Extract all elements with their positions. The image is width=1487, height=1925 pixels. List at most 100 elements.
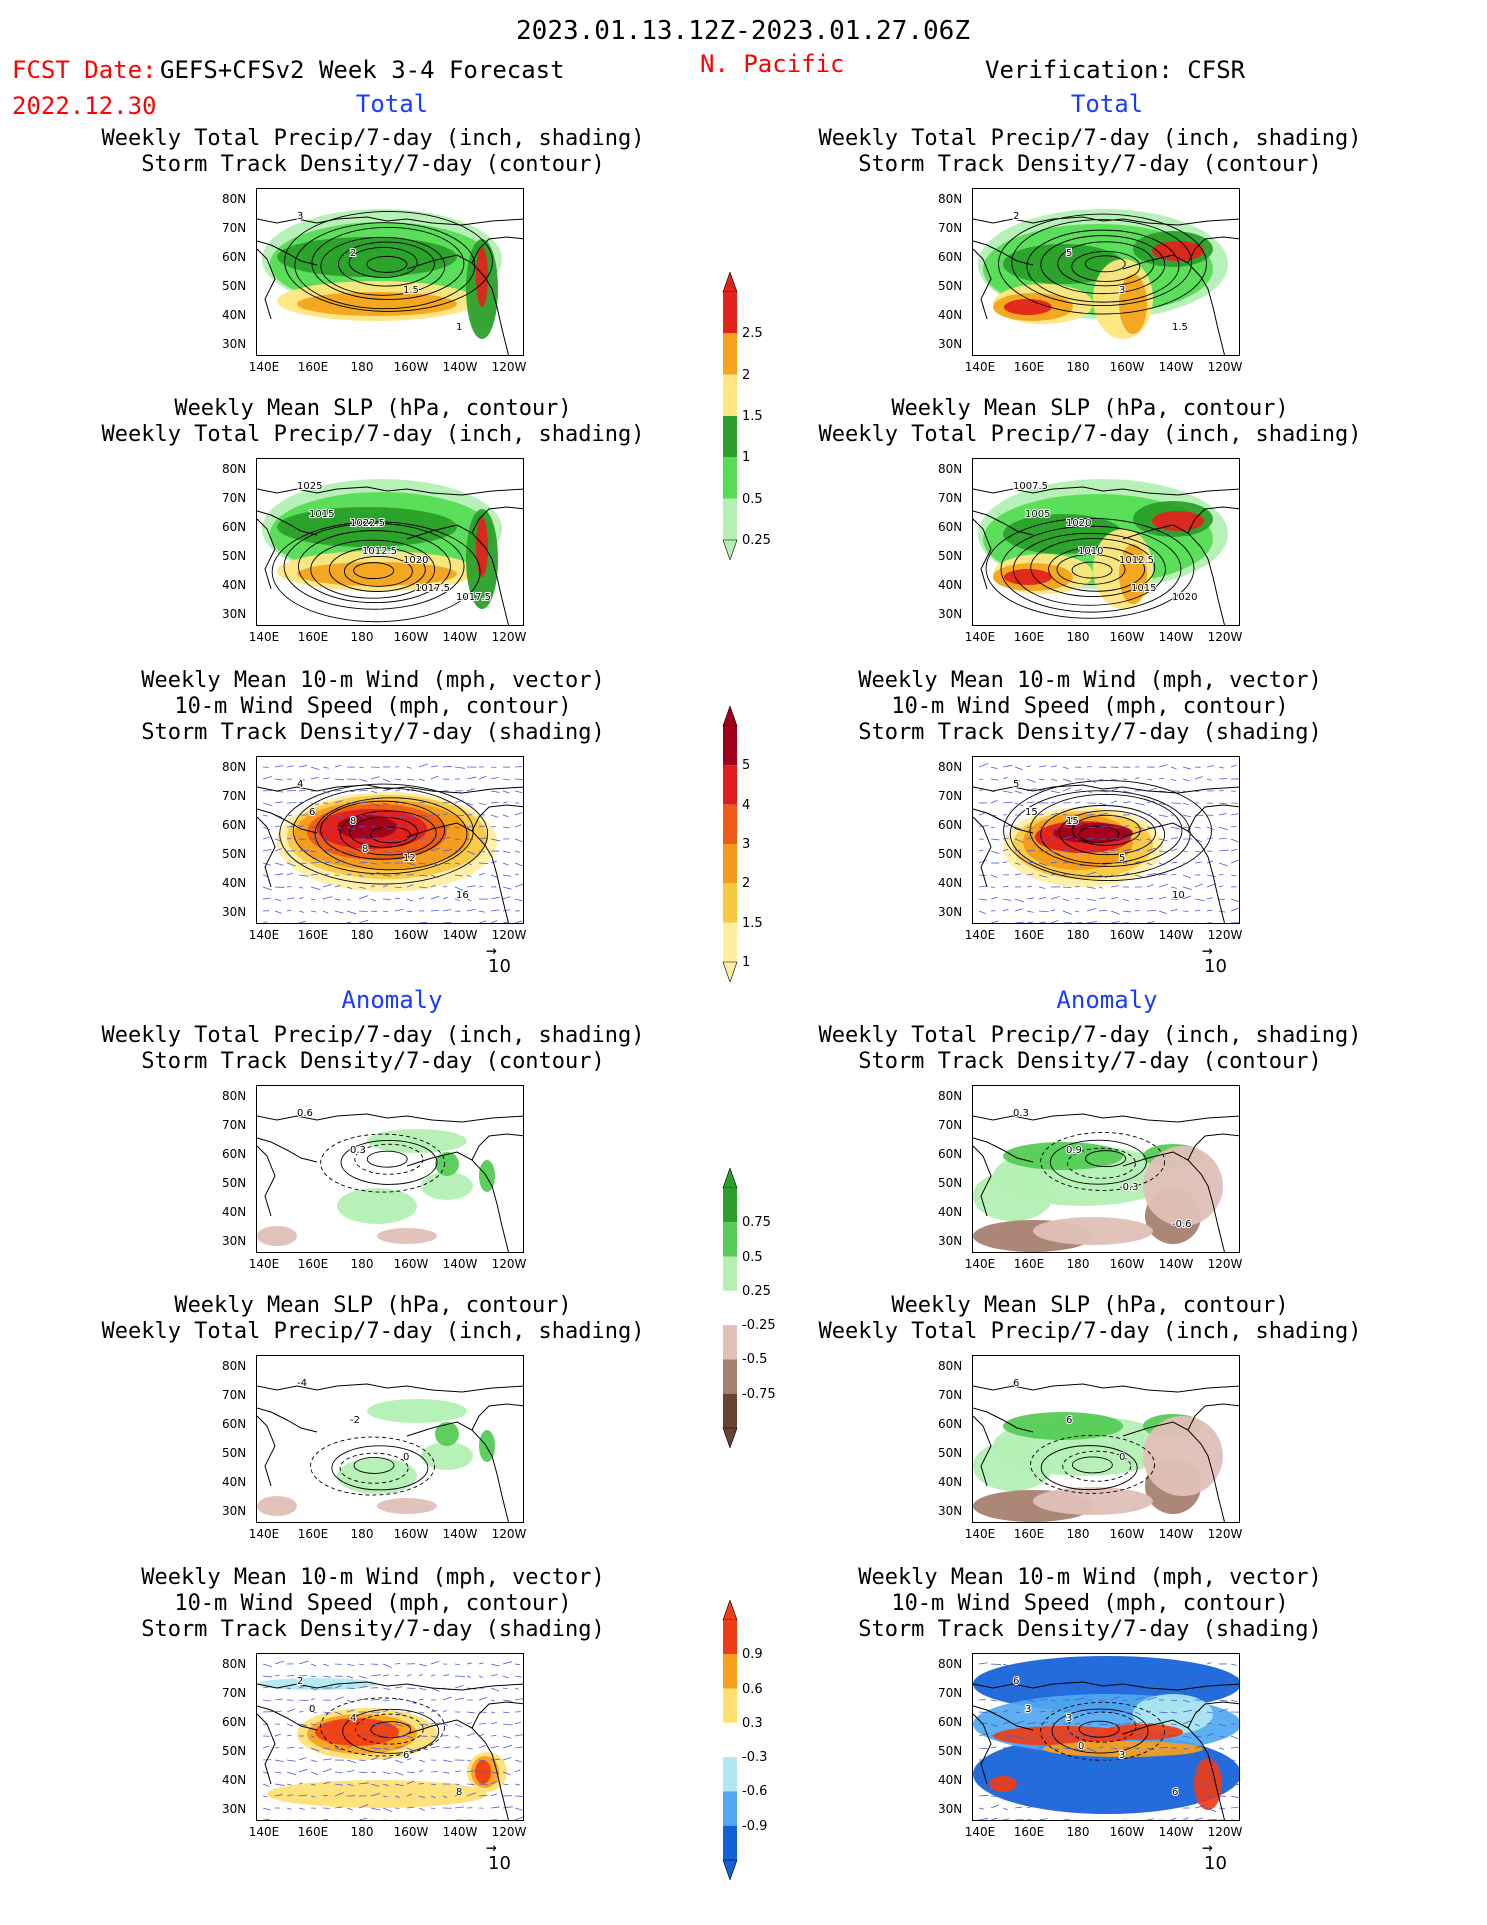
lat-label: 80N [222, 462, 247, 476]
lon-label: 160E [297, 1825, 329, 1839]
lon-label: 140E [248, 360, 280, 374]
lon-label: 120W [1207, 1527, 1243, 1541]
lon-label: 120W [1207, 1825, 1243, 1839]
lat-label: 40N [938, 578, 963, 592]
lat-label: 50N [938, 1176, 963, 1190]
lat-label: 70N [938, 1118, 963, 1132]
lon-label: 160E [297, 360, 329, 374]
colorbar-label: -0.9 [742, 1818, 768, 1834]
colorbar-label: -0.25 [742, 1318, 776, 1334]
contour-label: 1020 [1172, 592, 1197, 603]
lat-label: 50N [222, 1446, 247, 1460]
region-title: N. Pacific [700, 50, 845, 78]
contour-label: 6 [403, 1750, 409, 1761]
lon-label: 140W [1158, 360, 1194, 374]
contour-label: 6 [309, 807, 315, 818]
lat-label: 50N [938, 279, 963, 293]
contour-label: -0.6 [1172, 1219, 1192, 1230]
panel-title: Storm Track Density/7-day (contour) [141, 152, 605, 177]
lon-label: 180 [1066, 928, 1090, 942]
lon-label: 160E [1013, 928, 1045, 942]
contour-label: 6 [1172, 1787, 1178, 1798]
lat-label: 30N [222, 1234, 247, 1248]
map-ver_wind: 5 15 5 10 15 [973, 762, 1239, 923]
colorbar-label: 0.25 [742, 1283, 771, 1299]
map-fcst_slp_anom: -4 -2 0 [257, 1377, 523, 1522]
panel-title: Weekly Mean SLP (hPa, contour) [174, 396, 572, 421]
lat-label: 60N [938, 1417, 963, 1431]
lat-label: 70N [938, 789, 963, 803]
lat-label: 80N [222, 1657, 247, 1671]
lon-label: 140W [442, 1527, 478, 1541]
lat-label: 60N [222, 520, 247, 534]
contour-label: 6 [1013, 1676, 1019, 1687]
lon-label: 140W [442, 630, 478, 644]
map-ver_precip: 2 5 3 1.5 [973, 209, 1239, 355]
panel-title: Storm Track Density/7-day (contour) [858, 1049, 1322, 1074]
contour-label: 5 [1013, 779, 1019, 790]
lon-label: 180 [350, 1527, 374, 1541]
lon-label: 160W [1109, 1825, 1145, 1839]
map-panel-fcst_slp_anom: -4 -2 0 [256, 1355, 524, 1523]
lon-label: 120W [491, 630, 527, 644]
contour-label: 1 [456, 322, 462, 333]
lat-label: 80N [222, 1359, 247, 1373]
lon-label: 140E [964, 630, 996, 644]
colorbar-label: 1 [742, 450, 751, 466]
lon-label: 140E [248, 630, 280, 644]
contour-label: 0 [1119, 1452, 1125, 1463]
lon-label: 180 [350, 928, 374, 942]
lon-label: 160W [393, 1527, 429, 1541]
contour-label: 1.5 [1172, 322, 1188, 333]
contour-label: 1010 [1078, 546, 1103, 557]
colorbar-label: 0.25 [742, 533, 771, 548]
lat-label: 60N [222, 1715, 247, 1729]
contour-label: 2 [297, 1676, 303, 1687]
lat-label: 70N [938, 1388, 963, 1402]
lat-label: 70N [222, 491, 247, 505]
colorbar-label: 0.6 [742, 1681, 763, 1697]
lat-label: 30N [938, 1234, 963, 1248]
lat-label: 30N [222, 905, 247, 919]
panel-title: Weekly Mean 10-m Wind (mph, vector) [141, 1565, 605, 1590]
map-fcst_precip: 321.51 [257, 209, 523, 355]
lat-label: 40N [222, 876, 247, 890]
lon-label: 180 [1066, 1527, 1090, 1541]
lat-label: 50N [938, 1744, 963, 1758]
colorbar-label: -0.3 [742, 1750, 768, 1766]
lat-label: 40N [222, 1475, 247, 1489]
map-panel-ver_wind: 5 15 5 10 15 [972, 756, 1240, 924]
colorbar-label: 2.5 [742, 326, 763, 342]
lat-label: 50N [222, 847, 247, 861]
lon-label: 140W [1158, 928, 1194, 942]
contour-label: 1017.5 [456, 592, 491, 603]
lon-label: 120W [1207, 928, 1243, 942]
lat-label: 70N [222, 789, 247, 803]
lon-label: 160E [1013, 1257, 1045, 1271]
colorbar-label: -0.75 [742, 1386, 776, 1402]
contour-label: 1012.5 [362, 546, 397, 557]
lon-label: 180 [1066, 360, 1090, 374]
contour-label: 0.3 [1013, 1108, 1029, 1119]
lat-label: 50N [222, 279, 247, 293]
lon-label: 160W [1109, 928, 1145, 942]
contour-label: 10 [1172, 890, 1185, 901]
lon-label: 160E [297, 1257, 329, 1271]
colorbar-label: -0.6 [742, 1784, 768, 1800]
lon-label: 140E [248, 1257, 280, 1271]
colorbar-label: 2 [742, 876, 751, 892]
vector-ref-label: 10 [488, 956, 511, 977]
lat-label: 80N [938, 1089, 963, 1103]
contour-label: 8 [456, 1787, 462, 1798]
contour-label: 0.6 [297, 1108, 313, 1119]
colorbar-label: 4 [742, 797, 751, 813]
panel-title: Storm Track Density/7-day (shading) [141, 1617, 605, 1642]
contour-label: 8 [350, 816, 356, 827]
lon-label: 160E [297, 630, 329, 644]
map-ver_precip_anom: 0.3 0.9 -0.3 -0.6 [973, 1107, 1239, 1252]
lat-label: 60N [222, 1417, 247, 1431]
lon-label: 120W [491, 1257, 527, 1271]
lon-label: 140W [442, 1257, 478, 1271]
lat-label: 40N [222, 308, 247, 322]
lon-label: 180 [350, 360, 374, 374]
